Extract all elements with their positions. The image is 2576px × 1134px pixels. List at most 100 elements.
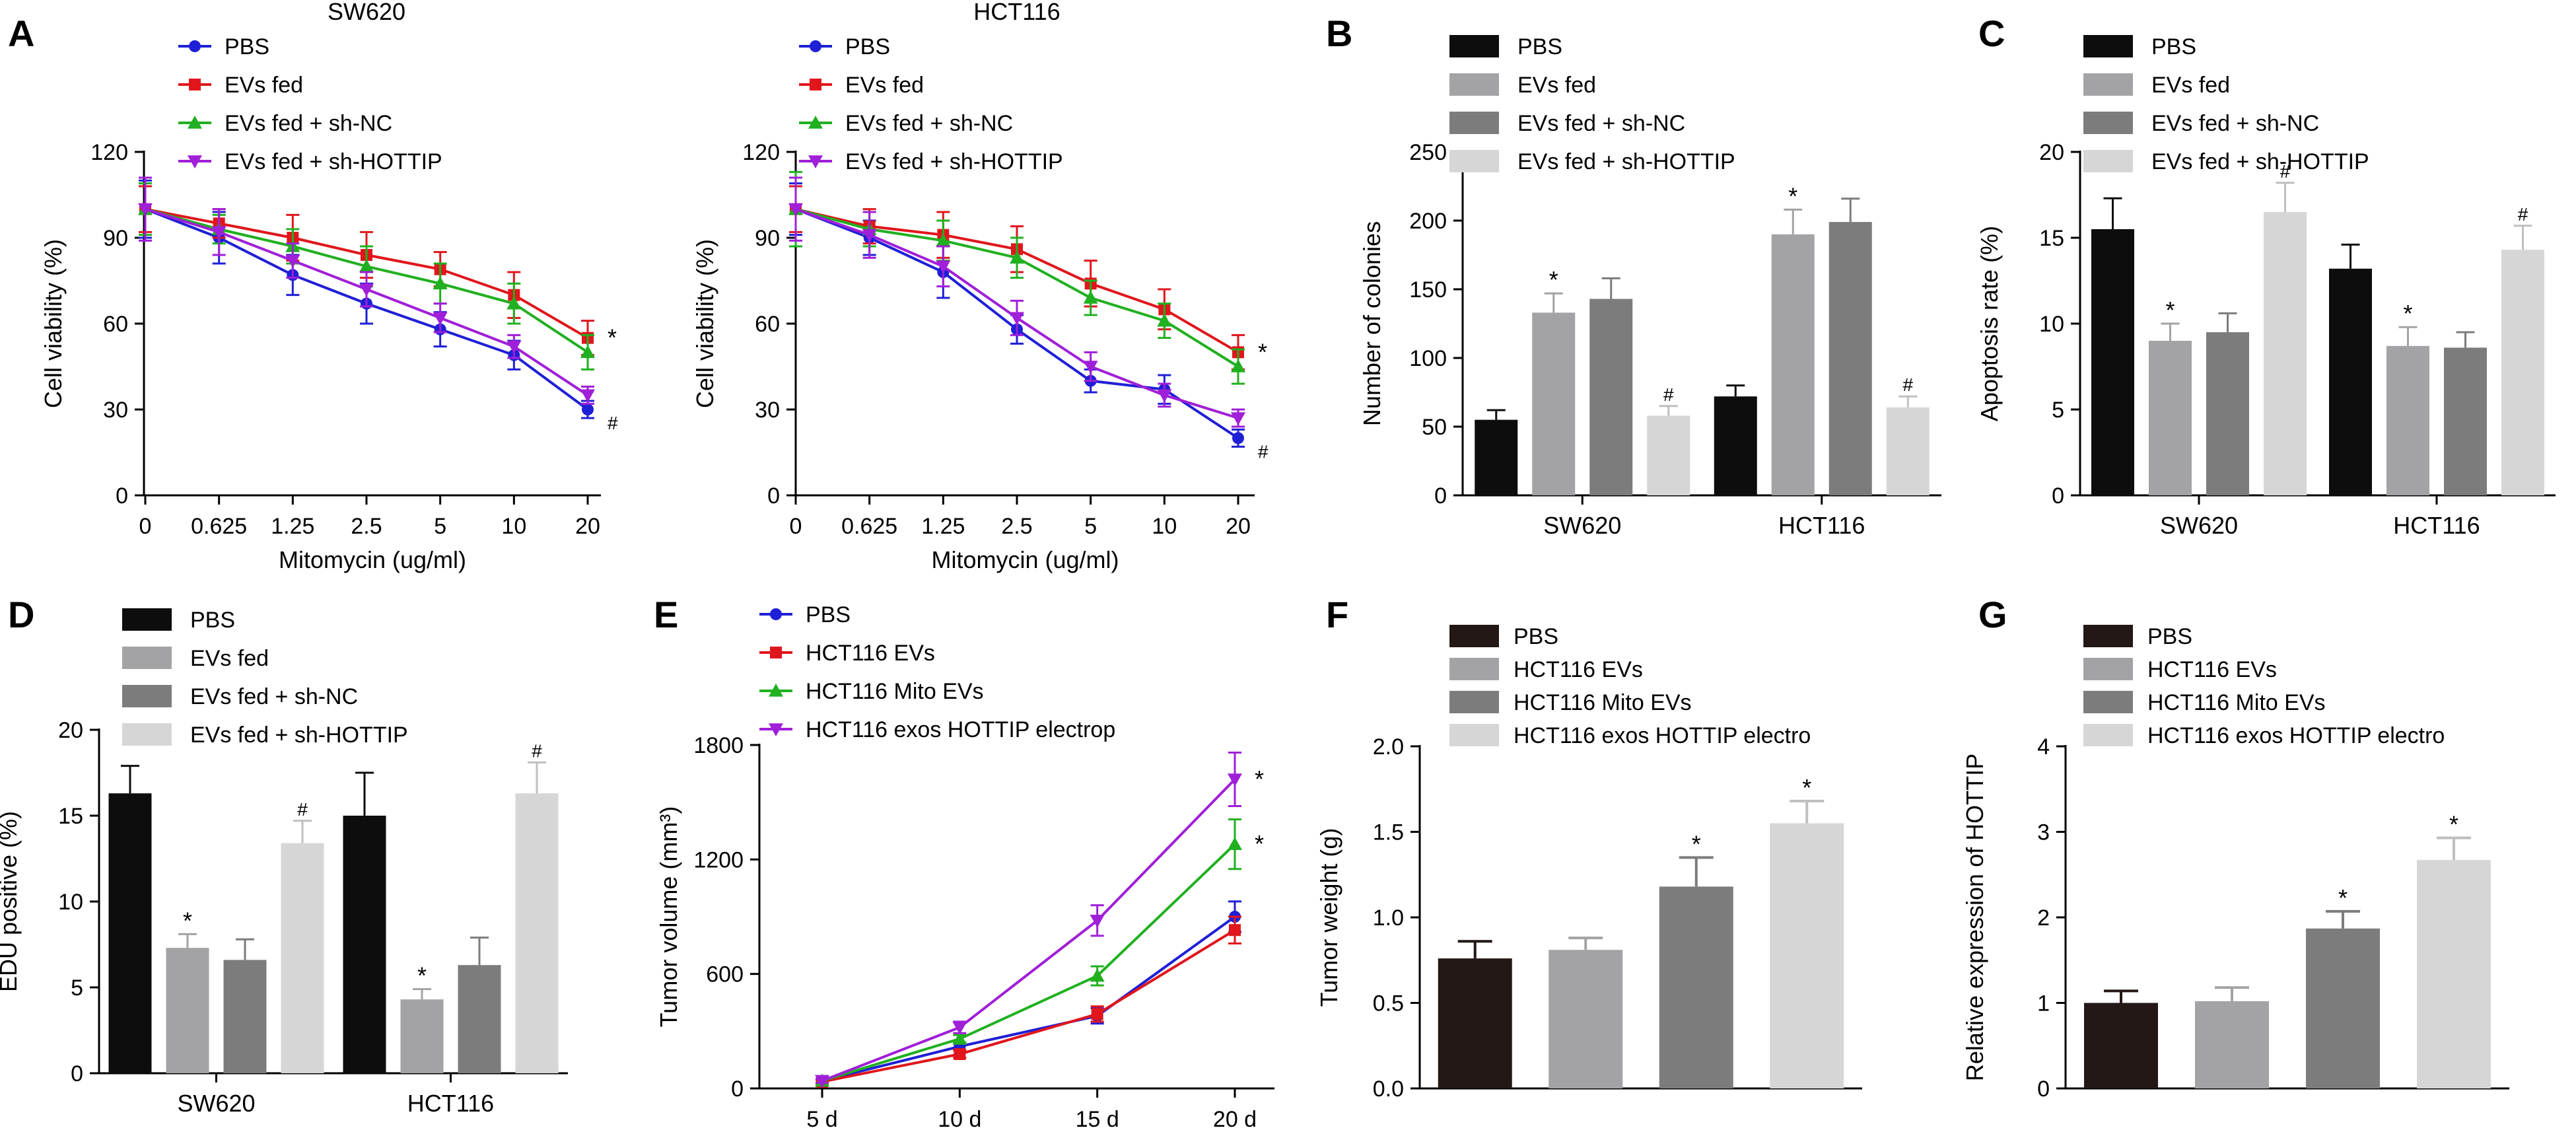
bar [1647,415,1690,495]
legend-swatch [122,685,172,707]
panel-g [2056,745,2067,1090]
data-point [1010,312,1024,326]
x-axis-label: Mitomycin (ug/ml) [279,546,466,573]
x-tick-label: 2.5 [351,514,382,539]
legend-marker [810,40,821,52]
panel-a2 [786,151,797,497]
y-tick-label: 1.5 [1373,820,1404,845]
y-tick-label: 0.0 [1373,1077,1404,1102]
data-point [1090,968,1105,982]
y-tick-label: 10 [2039,312,2064,337]
legend-swatch [1449,658,1499,680]
panel-f [1410,745,1421,1090]
data-point [580,345,595,359]
legend-marker [188,116,202,129]
bar [2306,928,2380,1088]
legend-label: PBS [1517,34,1562,59]
y-tick-label: 15 [58,804,83,829]
data-point [1091,1008,1103,1020]
significance-mark: # [532,740,542,761]
significance-mark: # [608,413,618,433]
bar [281,843,324,1073]
y-tick-label: 250 [1409,140,1447,165]
y-tick-label: 1.0 [1373,905,1404,931]
legend-label: HCT116 exos HOTTIP electro [1514,723,1811,748]
bar [1475,419,1518,495]
significance-mark: * [417,962,427,989]
bar [2444,347,2487,495]
y-tick-label: 0 [767,483,780,509]
bar [1659,886,1733,1088]
legend-label: PBS [2151,34,2196,59]
data-point [1157,313,1172,327]
data-point [862,229,877,242]
significance-mark: # [1902,374,1913,395]
x-tick-label: 1.25 [271,514,314,539]
legend-label: EVs fed [190,646,269,671]
panel-c [2071,151,2081,497]
bar [1589,299,1633,495]
x-tick-label: 5 d [806,1107,837,1132]
x-tick-label: HCT116 [407,1090,494,1117]
y-axis-label: Number of colonies [1358,221,1385,426]
y-tick-label: 5 [71,975,83,1001]
y-tick-label: 3 [2037,820,2050,845]
data-point [1083,361,1098,374]
x-tick-label: 5 [434,514,446,539]
y-tick-label: 60 [103,312,128,337]
bar [2206,332,2249,495]
y-tick-label: 1800 [693,733,744,758]
y-tick-label: 0 [1434,483,1447,509]
bar [1770,823,1844,1088]
legend-swatch [122,608,172,631]
x-tick-label: SW620 [1543,512,1621,539]
legend-swatch [1449,691,1499,713]
x-tick-label: 0 [790,514,802,539]
y-axis-label: Tumor weight (g) [1315,828,1342,1007]
legend-label: PBS [2147,624,2192,649]
data-point [936,260,951,274]
legend-swatch [2083,625,2133,647]
data-point [1228,837,1242,851]
bar [343,816,386,1073]
legend-marker [810,79,821,90]
legend-swatch [2083,112,2133,134]
data-point [1010,250,1024,264]
data-point [580,389,595,403]
significance-mark: * [2165,297,2175,324]
y-tick-label: 1 [2037,991,2050,1016]
bar [2091,229,2134,495]
series-line-1 [821,929,1236,1083]
y-tick-label: 0 [116,483,128,509]
legend-marker [808,155,823,168]
panel-letter: F [1326,594,1348,635]
bar [1771,234,1815,495]
legend-label: EVs fed [845,73,924,98]
data-point [1228,773,1242,787]
data-point [952,1031,967,1045]
legend-marker [770,647,782,658]
legend-label: HCT116 Mito EVs [2147,690,2326,715]
x-tick-label: 5 [1084,514,1097,539]
y-tick-label: 120 [90,140,128,165]
legend-label: EVs fed + sh-HOTTIP [2151,149,2369,174]
bar [1532,312,1576,495]
y-axis-label: Cell viability (%) [691,239,718,408]
x-tick-label: SW620 [2160,512,2238,539]
series-line-3 [821,778,1236,1082]
panel-letter: D [8,594,34,635]
bar [1886,407,1930,495]
legend-label: PBS [845,34,890,59]
legend-swatch [2083,35,2133,57]
panel-letter: A [8,13,34,54]
legend-label: PBS [806,602,851,627]
y-tick-label: 0 [71,1061,83,1086]
legend-label: EVs fed [1517,73,1596,98]
y-tick-label: 4 [2037,734,2050,760]
bar [2501,250,2544,495]
y-tick-label: 0 [2037,1077,2050,1102]
legend-marker [769,723,783,736]
legend-label: HCT116 Mito EVs [806,679,984,704]
y-tick-label: 5 [2052,398,2064,423]
